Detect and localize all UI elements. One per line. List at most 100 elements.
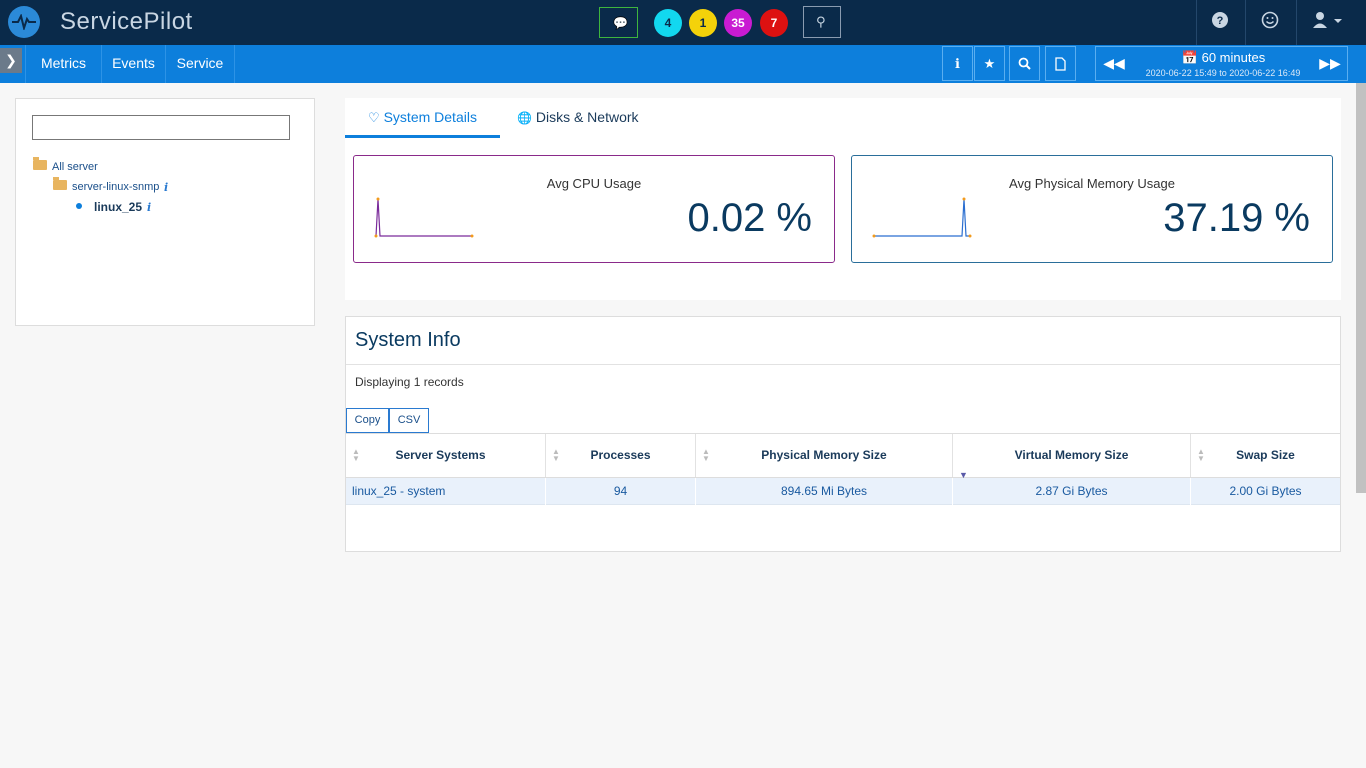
column-header-processes[interactable]: ▲ ▼ Processes bbox=[546, 434, 696, 477]
cpu-usage-card[interactable]: Avg CPU Usage 0.02 % bbox=[353, 155, 835, 263]
sort-icon: ▲ ▼ bbox=[1197, 447, 1205, 463]
nav-metrics[interactable]: Metrics bbox=[25, 45, 101, 83]
search-button[interactable] bbox=[1009, 46, 1040, 81]
divider bbox=[1196, 0, 1197, 45]
system-info-panel: System Info Displaying 1 records Copy CS… bbox=[345, 316, 1341, 552]
app-name: ServicePilot bbox=[60, 8, 193, 35]
column-header-swap-size[interactable]: ▲ ▼ Swap Size bbox=[1191, 434, 1340, 477]
time-to: 2020-06-22 16:49 bbox=[1229, 68, 1301, 78]
star-icon: ★ bbox=[983, 56, 996, 71]
tab-label: Disks & Network bbox=[535, 109, 639, 125]
column-label: Physical Memory Size bbox=[761, 448, 887, 462]
cell-server-system[interactable]: linux_25 - system bbox=[346, 478, 546, 505]
sort-icon: ▲ ▼ bbox=[552, 447, 560, 463]
divider bbox=[346, 364, 1340, 365]
cpu-sparkline bbox=[374, 197, 474, 238]
table-row[interactable]: linux_25 - system 94 894.65 Mi Bytes 2.8… bbox=[346, 478, 1340, 505]
tab-disks-network[interactable]: 🌐 Disks & Network bbox=[517, 98, 652, 138]
user-icon bbox=[1313, 12, 1342, 28]
info-icon[interactable]: i bbox=[147, 201, 152, 214]
status-badge-critical[interactable]: 7 bbox=[760, 9, 788, 37]
page-scrollbar[interactable] bbox=[1356, 83, 1366, 493]
tab-system-details[interactable]: ♡ System Details bbox=[345, 98, 500, 138]
time-next-button[interactable]: ▶▶ bbox=[1312, 47, 1348, 80]
favorite-button[interactable]: ★ bbox=[974, 46, 1005, 81]
report-button[interactable] bbox=[1045, 46, 1076, 81]
status-badge-info[interactable]: 4 bbox=[654, 9, 682, 37]
sort-icon: ▲ ▼ bbox=[352, 447, 360, 463]
search-icon bbox=[1018, 57, 1031, 70]
column-header-physical-memory-size[interactable]: ▲ ▼ Physical Memory Size bbox=[696, 434, 953, 477]
smile-icon[interactable] bbox=[1261, 11, 1279, 34]
cell-virtual-memory: 2.87 Gi Bytes bbox=[953, 478, 1191, 505]
details-area: ♡ System Details 🌐 Disks & Network Avg C… bbox=[345, 98, 1341, 300]
tree-item-all-server[interactable]: All server bbox=[52, 161, 98, 173]
sort-descending-icon: ▼ bbox=[959, 470, 968, 480]
column-label: Swap Size bbox=[1236, 448, 1295, 462]
heartbeat-icon: ♡ bbox=[368, 110, 380, 125]
search-icon: ⚲ bbox=[816, 14, 826, 29]
time-period[interactable]: 📅 60 minutes bbox=[1136, 50, 1311, 66]
divider bbox=[1245, 0, 1246, 45]
memory-sparkline bbox=[872, 197, 972, 238]
nav-events[interactable]: Events bbox=[101, 45, 165, 83]
cell-processes: 94 bbox=[546, 478, 696, 505]
cell-physical-memory: 894.65 Mi Bytes bbox=[696, 478, 953, 505]
cell-swap-size: 2.00 Gi Bytes bbox=[1229, 484, 1302, 498]
nav-bar bbox=[0, 45, 1366, 83]
time-range-text: 2020-06-22 15:49 to 2020-06-22 16:49 bbox=[1132, 68, 1314, 78]
table-header: ▲ ▼ Server Systems ▲ ▼ Processes ▲ ▼ Physic… bbox=[346, 433, 1340, 480]
chat-icon: 💬 bbox=[613, 16, 628, 30]
column-header-virtual-memory-size[interactable]: ▼ Virtual Memory Size bbox=[953, 434, 1191, 480]
info-icon: ℹ bbox=[955, 56, 960, 71]
time-to-word: to bbox=[1219, 68, 1227, 78]
tree-item-linux-25[interactable]: linux_25 bbox=[94, 200, 143, 214]
calendar-icon: 📅 bbox=[1181, 50, 1198, 65]
column-header-server-systems[interactable]: ▲ ▼ Server Systems bbox=[346, 434, 546, 477]
tab-label: System Details bbox=[383, 109, 477, 125]
svg-text:?: ? bbox=[1217, 15, 1224, 27]
bullet-icon bbox=[76, 203, 82, 209]
pulse-icon bbox=[12, 14, 36, 30]
csv-button[interactable]: CSV bbox=[389, 408, 429, 433]
records-count: Displaying 1 records bbox=[355, 375, 464, 389]
forward-icon: ▶▶ bbox=[1319, 55, 1341, 71]
time-from: 2020-06-22 15:49 bbox=[1145, 68, 1217, 78]
time-period-label: 60 minutes bbox=[1201, 50, 1266, 65]
chat-button[interactable]: 💬 bbox=[599, 7, 638, 38]
sort-icon: ▲ ▼ bbox=[702, 447, 710, 463]
document-icon bbox=[1055, 57, 1066, 71]
logo[interactable] bbox=[8, 6, 40, 38]
server-tree-panel: All server server-linux-snmp i linux_25 … bbox=[15, 98, 315, 326]
globe-icon: 🌐 bbox=[517, 111, 532, 125]
tree-item-server-linux-snmp[interactable]: server-linux-snmp bbox=[72, 181, 160, 193]
tree-search-input[interactable] bbox=[32, 115, 290, 140]
top-bar bbox=[0, 0, 1366, 45]
cpu-card-value: 0.02 % bbox=[687, 196, 812, 240]
folder-icon bbox=[33, 157, 47, 170]
copy-button[interactable]: Copy bbox=[346, 408, 389, 433]
chevron-right-icon: ❯ bbox=[5, 52, 17, 68]
help-icon[interactable]: ? bbox=[1211, 11, 1229, 34]
memory-usage-card[interactable]: Avg Physical Memory Usage 37.19 % bbox=[851, 155, 1333, 263]
system-info-title: System Info bbox=[355, 329, 461, 351]
column-label: Processes bbox=[590, 448, 651, 462]
memory-card-value: 37.19 % bbox=[1163, 196, 1310, 240]
sidebar-toggle-button[interactable]: ❯ bbox=[0, 48, 22, 73]
status-badge-warning[interactable]: 1 bbox=[689, 9, 717, 37]
column-label: Server Systems bbox=[395, 448, 486, 462]
status-badge-major[interactable]: 35 bbox=[724, 9, 752, 37]
time-range-selector[interactable]: ◀◀ 📅 60 minutes 2020-06-22 15:49 to 2020… bbox=[1095, 46, 1348, 81]
user-menu[interactable] bbox=[1312, 11, 1344, 34]
info-button[interactable]: ℹ bbox=[942, 46, 973, 81]
column-label: Virtual Memory Size bbox=[1014, 448, 1129, 462]
nav-service[interactable]: Service bbox=[165, 45, 235, 83]
memory-card-title: Avg Physical Memory Usage bbox=[1009, 176, 1175, 191]
backward-icon: ◀◀ bbox=[1103, 55, 1125, 71]
global-search-button[interactable]: ⚲ bbox=[803, 6, 841, 38]
divider bbox=[1296, 0, 1297, 45]
folder-icon bbox=[53, 177, 67, 190]
cpu-card-title: Avg CPU Usage bbox=[546, 176, 642, 191]
info-icon[interactable]: i bbox=[164, 181, 169, 194]
time-previous-button[interactable]: ◀◀ bbox=[1096, 47, 1132, 80]
